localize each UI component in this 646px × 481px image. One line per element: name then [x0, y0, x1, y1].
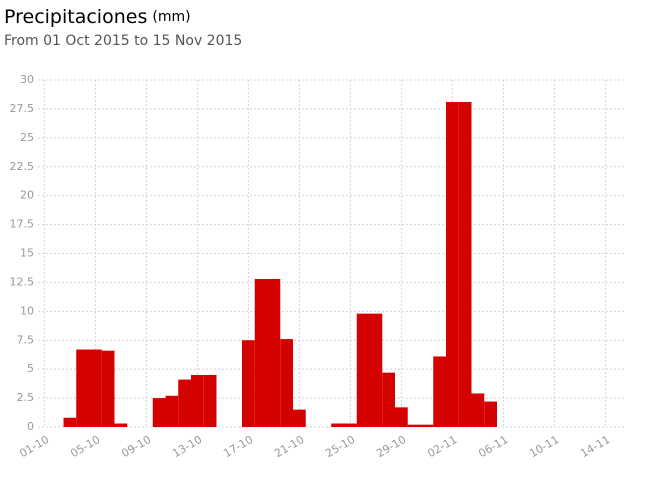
bar — [191, 374, 204, 427]
bar — [63, 417, 77, 427]
x-tick-label: 06-11 — [476, 433, 510, 460]
bar — [178, 379, 191, 427]
x-tick-label: 13-10 — [170, 433, 204, 460]
y-tick-label: 17.5 — [10, 218, 35, 231]
bar — [382, 372, 395, 427]
y-tick-label: 22.5 — [10, 160, 35, 173]
y-tick-label: 5 — [27, 362, 34, 375]
x-tick-label: 29-10 — [374, 433, 408, 460]
y-tick-label: 0 — [27, 420, 34, 433]
bar — [356, 313, 370, 427]
bar — [152, 398, 166, 427]
chart-title: Precipitaciones (mm) — [4, 6, 191, 28]
bar — [446, 101, 459, 427]
x-tick-label: 02-11 — [425, 433, 459, 460]
bar — [293, 409, 306, 427]
x-tick-label: 05-10 — [68, 433, 102, 460]
y-tick-label: 25 — [20, 131, 34, 144]
bar — [407, 424, 421, 427]
y-tick-label: 12.5 — [10, 275, 35, 288]
x-tick-label: 21-10 — [272, 433, 306, 460]
bar — [484, 401, 497, 427]
bar — [369, 313, 383, 427]
y-tick-label: 27.5 — [10, 102, 35, 115]
x-tick-label: 17-10 — [221, 433, 255, 460]
x-tick-label: 09-10 — [119, 433, 153, 460]
bar — [433, 356, 446, 427]
bar — [76, 349, 89, 427]
y-tick-label: 30 — [20, 73, 34, 86]
bar — [331, 423, 344, 427]
y-tick-label: 20 — [20, 189, 34, 202]
bar — [267, 278, 281, 427]
bar — [165, 395, 179, 427]
y-tick-label: 7.5 — [17, 333, 35, 346]
x-tick-label: 01-10 — [17, 433, 51, 460]
bar — [254, 278, 268, 427]
chart-subtitle: From 01 Oct 2015 to 15 Nov 2015 — [4, 33, 242, 49]
bar — [114, 423, 128, 427]
title-text: Precipitaciones — [4, 6, 147, 28]
bar — [344, 423, 357, 427]
title-unit: (mm) — [152, 9, 190, 25]
bar — [280, 339, 293, 427]
bar — [420, 424, 434, 427]
y-tick-label: 15 — [20, 247, 34, 260]
bar — [101, 350, 115, 427]
x-tick-label: 14-11 — [578, 433, 612, 460]
bar — [89, 349, 102, 427]
x-tick-label: 25-10 — [323, 433, 357, 460]
y-tick-label: 10 — [20, 304, 34, 317]
y-tick-label: 2.5 — [17, 391, 35, 404]
bar — [471, 393, 485, 427]
bar — [203, 374, 217, 427]
bar — [458, 101, 472, 427]
x-tick-label: 10-11 — [527, 433, 561, 460]
bar — [395, 407, 408, 427]
bar — [242, 340, 255, 427]
